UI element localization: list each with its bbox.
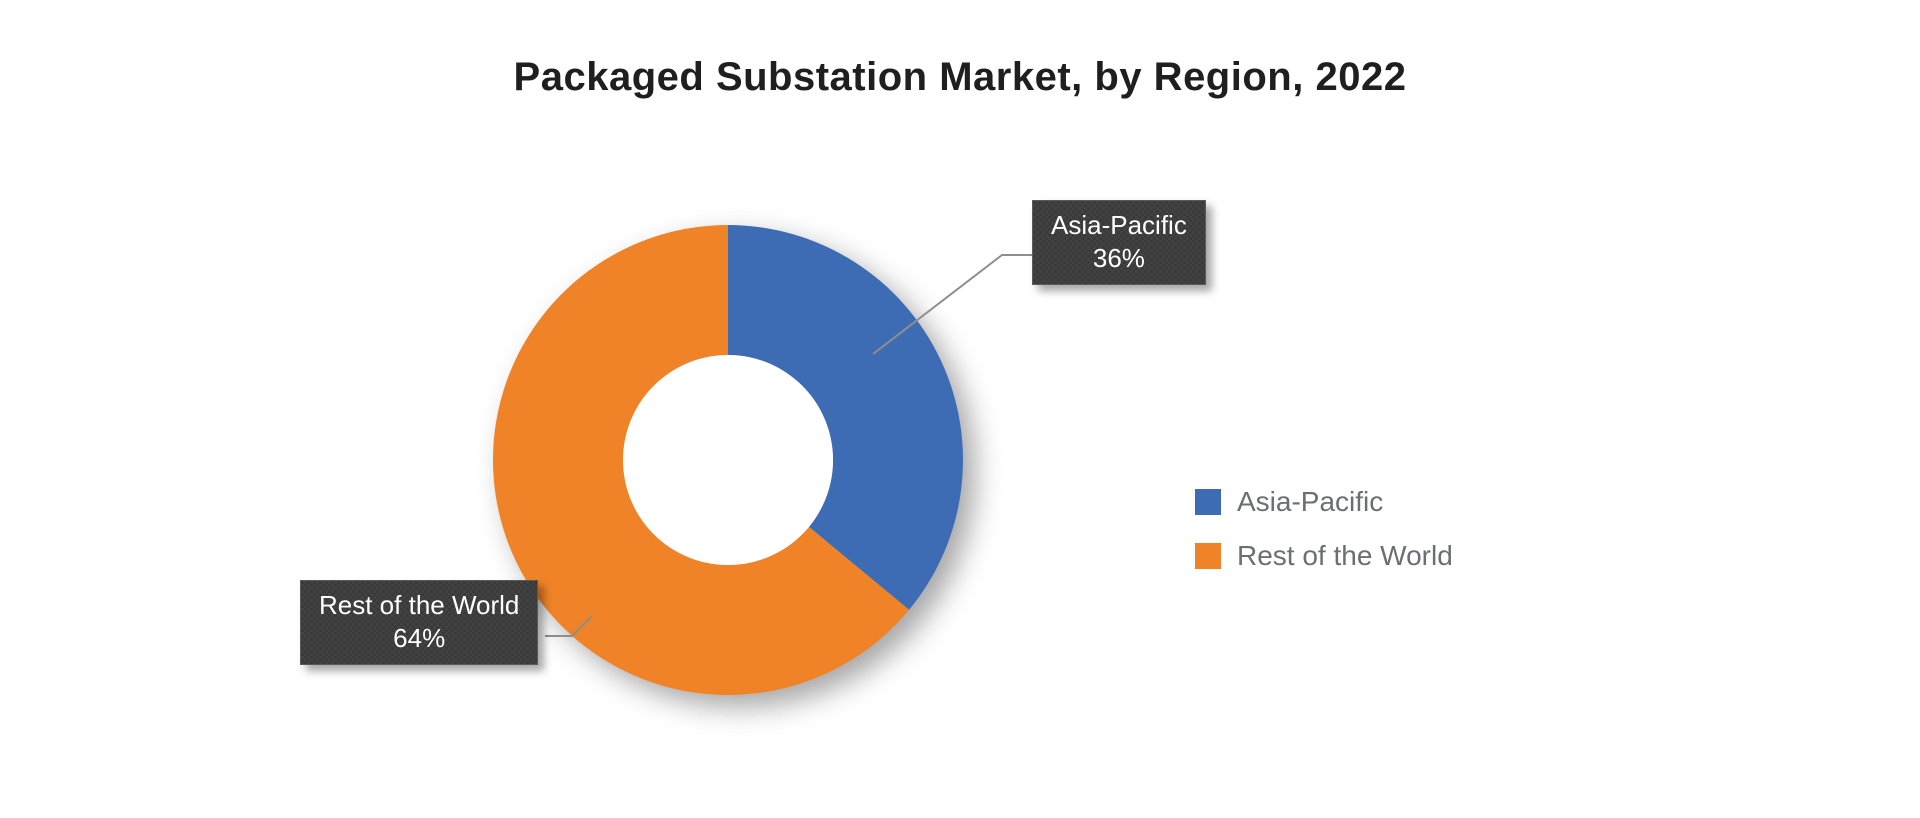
- legend-item-asia-pacific: Asia-Pacific: [1195, 486, 1453, 518]
- legend-label: Asia-Pacific: [1237, 486, 1383, 518]
- legend-item-rest-of-world: Rest of the World: [1195, 540, 1453, 572]
- callout-rest-of-world: Rest of the World 64%: [300, 580, 538, 665]
- donut-hole: [623, 355, 833, 565]
- legend-label: Rest of the World: [1237, 540, 1453, 572]
- donut-chart: [0, 0, 1920, 818]
- callout-label: Asia-Pacific: [1051, 209, 1187, 242]
- legend-swatch: [1195, 543, 1221, 569]
- callout-value: 36%: [1051, 242, 1187, 275]
- callout-value: 64%: [319, 622, 519, 655]
- callout-label: Rest of the World: [319, 589, 519, 622]
- callout-asia-pacific: Asia-Pacific 36%: [1032, 200, 1206, 285]
- legend-swatch: [1195, 489, 1221, 515]
- chart-legend: Asia-Pacific Rest of the World: [1195, 486, 1453, 594]
